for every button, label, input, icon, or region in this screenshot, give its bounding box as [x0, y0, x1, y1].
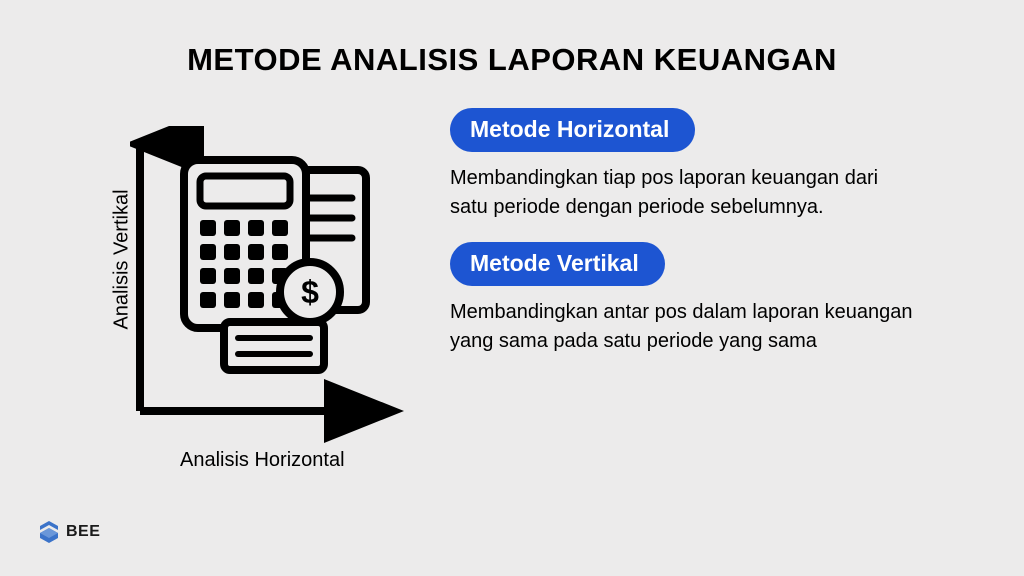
- calculator-document-icon: $: [170, 150, 380, 380]
- content-row: Analisis Vertikal: [0, 78, 1024, 468]
- method-desc-vertical: Membandingkan antar pos dalam laporan ke…: [450, 298, 920, 356]
- methods-column: Metode Horizontal Membandingkan tiap pos…: [450, 108, 964, 468]
- method-desc-horizontal: Membandingkan tiap pos laporan keuangan …: [450, 164, 920, 222]
- axes-illustration: Analisis Vertikal: [70, 108, 410, 468]
- brand-text: BEE: [66, 523, 100, 541]
- hex-stack-icon: [38, 520, 60, 544]
- brand-logo: BEE: [38, 520, 100, 544]
- page-title: METODE ANALISIS LAPORAN KEUANGAN: [0, 0, 1024, 78]
- method-pill-vertical: Metode Vertikal: [450, 242, 665, 286]
- x-axis-label: Analisis Horizontal: [180, 449, 345, 472]
- svg-text:$: $: [301, 274, 319, 310]
- method-pill-horizontal: Metode Horizontal: [450, 108, 695, 152]
